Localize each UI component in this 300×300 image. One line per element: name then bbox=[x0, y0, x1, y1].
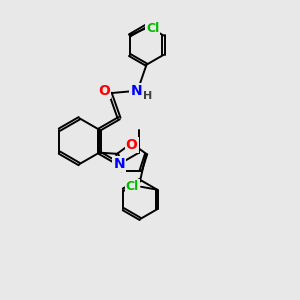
Text: Cl: Cl bbox=[125, 180, 139, 193]
Text: O: O bbox=[126, 138, 137, 152]
Text: N: N bbox=[113, 157, 125, 171]
Text: O: O bbox=[98, 84, 110, 98]
Text: H: H bbox=[143, 91, 152, 101]
Text: Cl: Cl bbox=[146, 22, 159, 35]
Text: N: N bbox=[130, 84, 142, 98]
